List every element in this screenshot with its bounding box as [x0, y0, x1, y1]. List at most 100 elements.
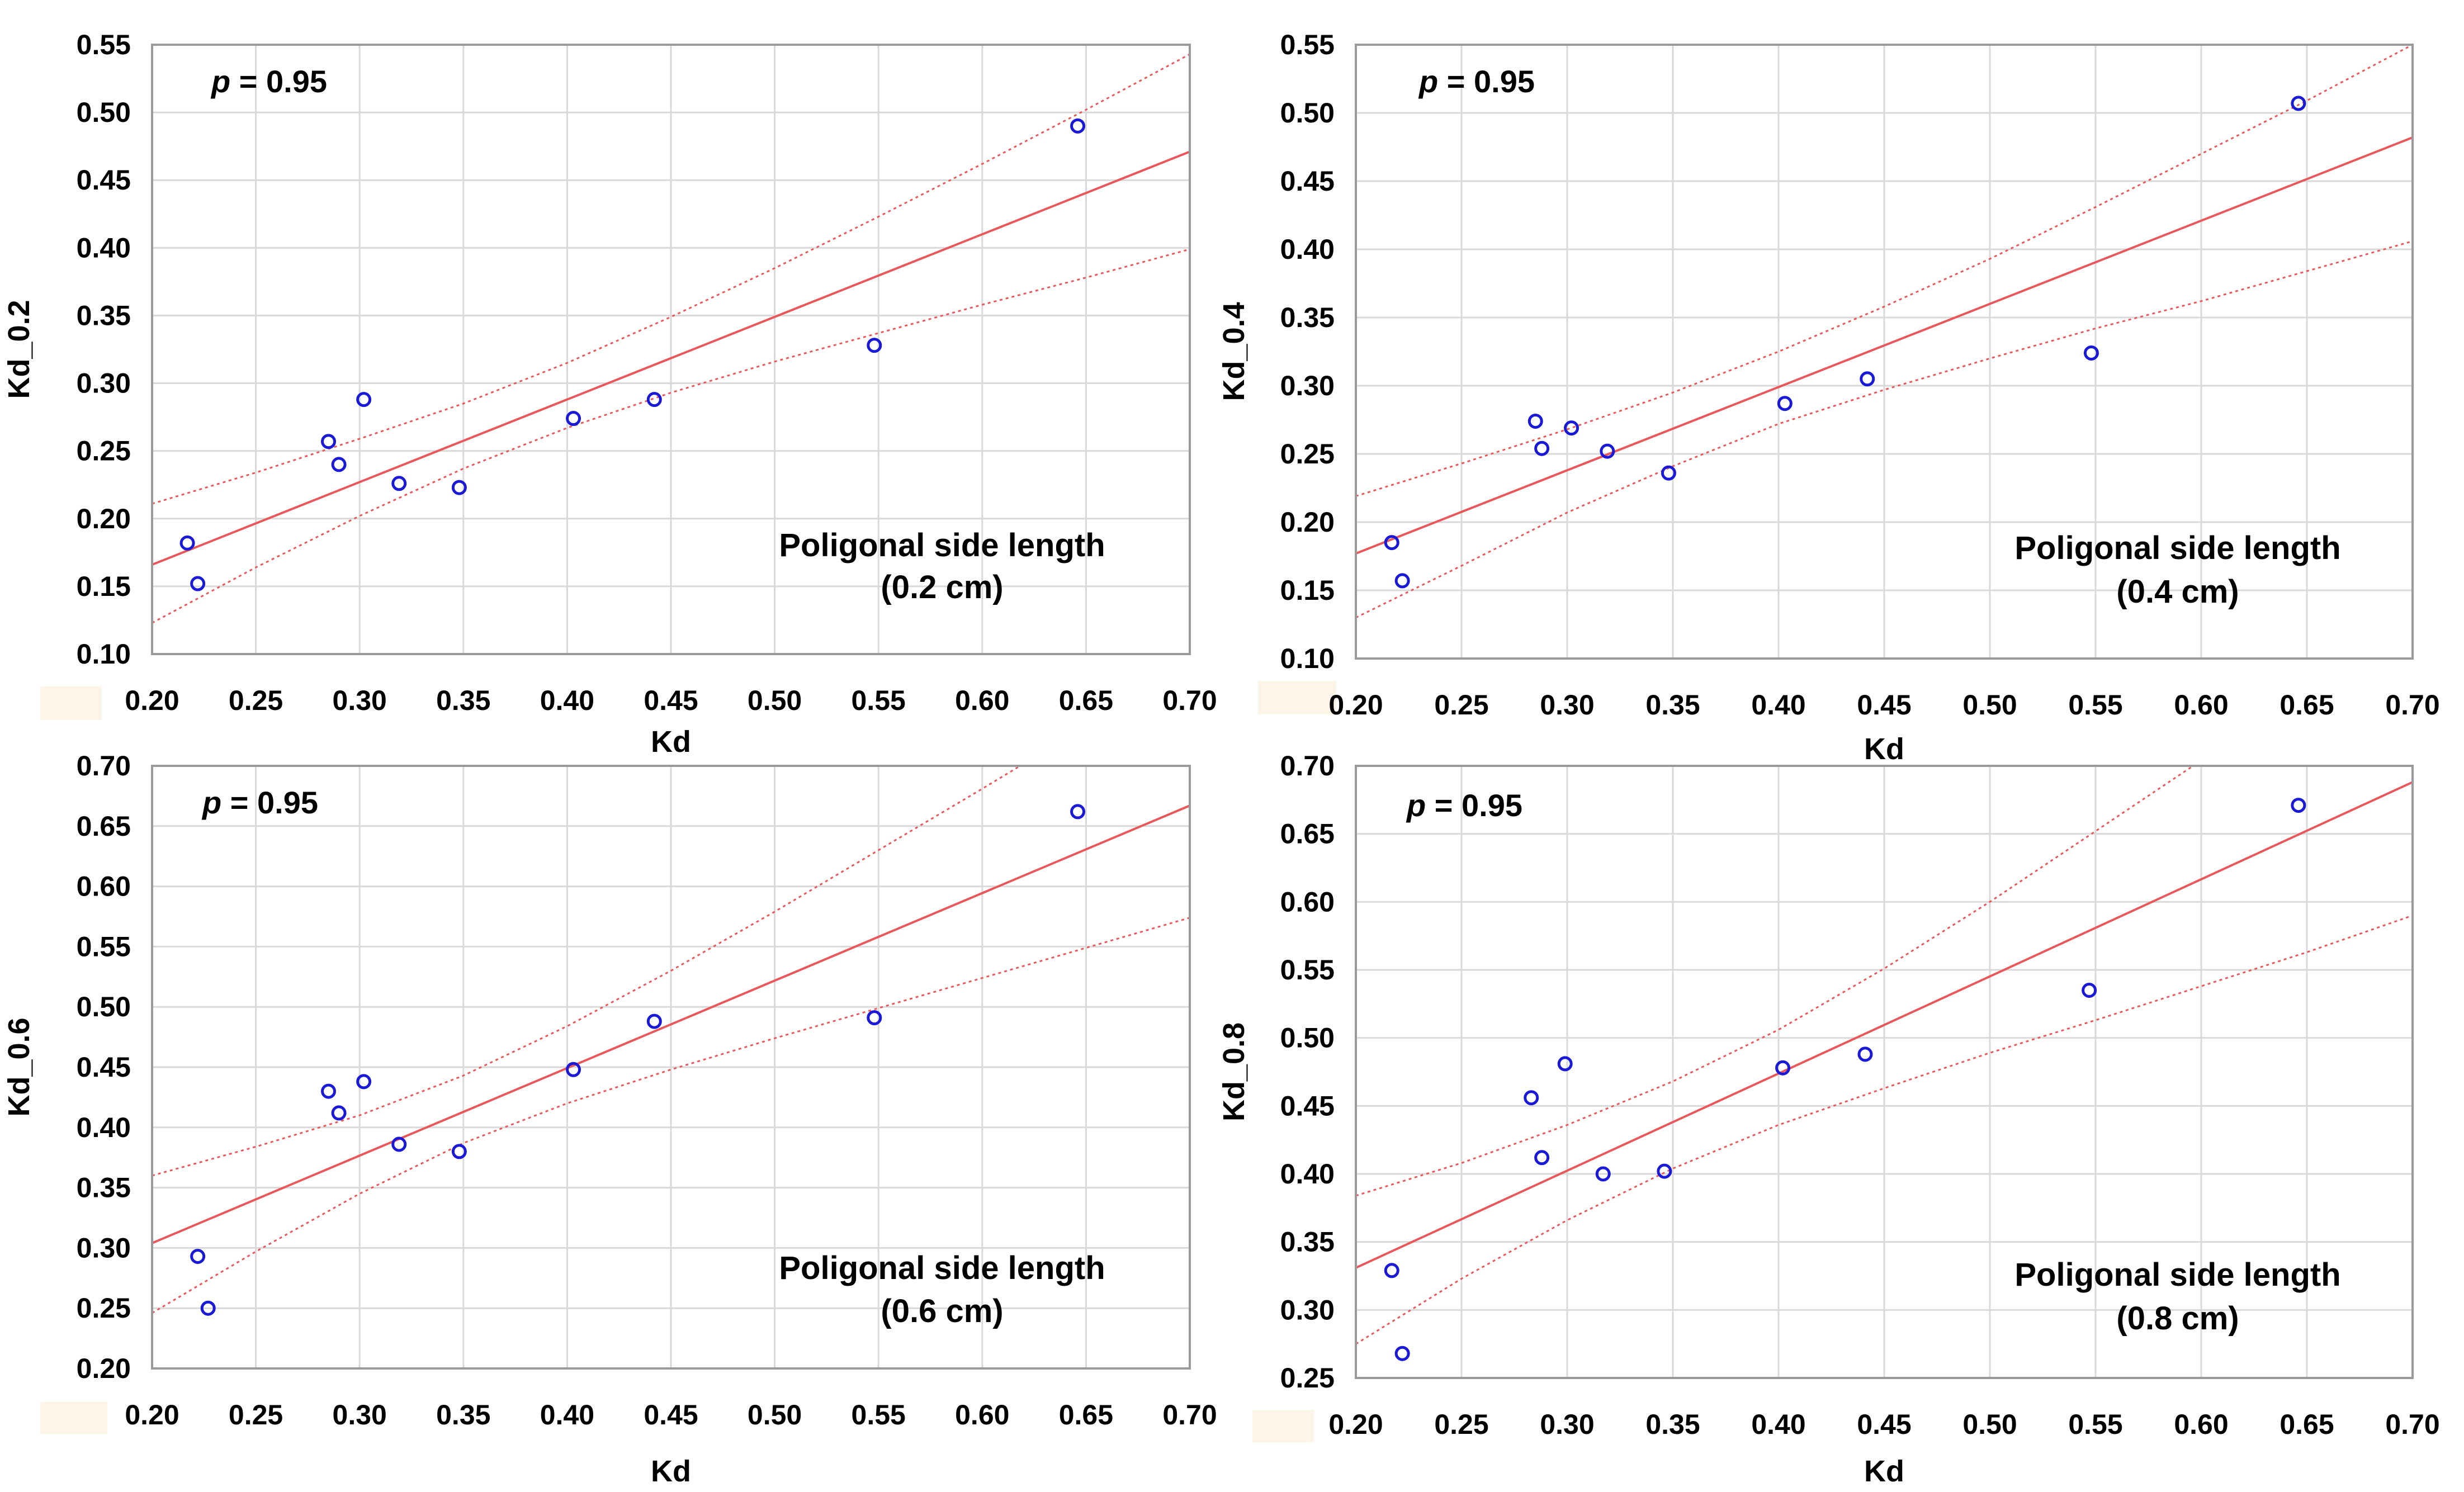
data-point [321, 434, 337, 449]
x-tick-label: 0.60 [2174, 689, 2228, 721]
p-symbol: p [201, 785, 221, 820]
annotation-subtitle: (0.6 cm) [881, 1293, 1003, 1329]
plot-frame [151, 44, 1191, 655]
p-symbol: p [1406, 788, 1426, 823]
x-tick-label: 0.35 [1645, 1409, 1700, 1440]
p-value-text: = 0.95 [1438, 64, 1535, 99]
x-tick-label: 0.20 [125, 685, 179, 716]
data-point [331, 1105, 347, 1121]
y-tick-label: 0.45 [77, 164, 131, 196]
data-point [1557, 1056, 1573, 1072]
chart-kd-0-8: 0.20 0.25 0.30 0.35 0.40 0.45 0.50 0.55 0.60 0.65… [1217, 750, 2440, 1488]
data-point [566, 1062, 581, 1077]
data-point [1600, 443, 1615, 459]
x-tick-label: 0.40 [540, 1399, 594, 1431]
x-tick-label: 0.30 [1540, 689, 1594, 721]
x-tick-label: 0.25 [1434, 689, 1488, 721]
x-tick-label: 0.45 [1857, 1409, 1911, 1440]
x-tick-label: 0.35 [436, 1399, 490, 1431]
y-tick-label: 0.20 [77, 1353, 131, 1384]
x-tick-label: 0.70 [2385, 689, 2439, 721]
data-point [867, 1010, 882, 1026]
data-point [1777, 396, 1793, 411]
x-tick-label: 0.50 [748, 1399, 802, 1431]
y-tick-label: 0.55 [77, 931, 131, 962]
plot-frame [151, 765, 1191, 1370]
p-symbol: p [210, 64, 230, 99]
x-tick-label: 0.55 [852, 1399, 906, 1431]
data-point [2291, 798, 2306, 813]
confidence-band-lower [1356, 240, 2413, 619]
y-tick-label: 0.65 [77, 811, 131, 842]
confidence-band-lower [152, 917, 1190, 1314]
y-tick-label: 0.35 [77, 300, 131, 331]
confidence-band-upper [1356, 45, 2413, 498]
data-point [391, 476, 407, 491]
x-tick-label: 0.20 [1328, 1409, 1383, 1440]
data-point [190, 576, 206, 591]
data-point [1384, 535, 1399, 551]
x-tick-label: 0.25 [229, 1399, 283, 1431]
chart-kd-0-2: 0.20 0.25 0.30 0.35 0.40 0.45 0.50 0.55 0.60 0.65… [2, 29, 1217, 759]
data-point [1070, 804, 1086, 820]
y-tick-label: 0.50 [1280, 1022, 1335, 1054]
y-tick-label: 0.30 [77, 1232, 131, 1263]
margin-patch [1258, 681, 1336, 714]
p-value-label: p = 0.95 [1418, 64, 1535, 99]
x-tick-label: 0.65 [2279, 689, 2334, 721]
y-tick-label: 0.65 [1280, 818, 1335, 850]
p-value-text: = 0.95 [230, 64, 327, 99]
x-tick-label: 0.30 [333, 685, 387, 716]
data-point [646, 1013, 662, 1029]
annotation-title: Poligonal side length [2014, 530, 2340, 566]
y-tick-label: 0.45 [1280, 165, 1335, 197]
p-value-label: p = 0.95 [201, 785, 318, 820]
x-tick-label: 0.20 [1328, 689, 1383, 721]
y-tick-label: 0.50 [77, 991, 131, 1022]
y-tick-label: 0.50 [1280, 97, 1335, 129]
y-tick-label: 0.20 [1280, 506, 1335, 538]
x-tick-label: 0.25 [229, 685, 283, 716]
x-axis-title: Kd [651, 1455, 691, 1488]
data-point [2291, 96, 2306, 111]
data-point [1564, 420, 1579, 436]
y-tick-label: 0.55 [1280, 954, 1335, 986]
data-point [356, 1074, 372, 1090]
x-tick-label: 0.55 [2068, 689, 2122, 721]
x-tick-label: 0.60 [955, 685, 1009, 716]
plot-frame [1355, 765, 2414, 1379]
x-tick-label: 0.65 [1059, 685, 1113, 716]
data-point [646, 392, 662, 408]
x-tick-label: 0.55 [2068, 1409, 2122, 1440]
x-axis-title: Kd [1864, 732, 1904, 766]
data-point [200, 1300, 216, 1316]
x-tick-label: 0.35 [436, 685, 490, 716]
data-point [1070, 118, 1086, 134]
annotation-subtitle: (0.2 cm) [881, 569, 1003, 605]
x-tick-label: 0.45 [644, 1399, 698, 1431]
y-tick-label: 0.40 [1280, 1158, 1335, 1190]
data-point [1527, 413, 1543, 429]
x-tick-label: 0.45 [644, 685, 698, 716]
x-tick-label: 0.40 [540, 685, 594, 716]
data-point [1595, 1166, 1611, 1182]
data-point [1534, 1150, 1550, 1166]
data-point [1860, 371, 1875, 387]
data-point [321, 1083, 337, 1099]
y-tick-label: 0.10 [1280, 643, 1335, 674]
data-point [2083, 345, 2099, 361]
regression-line [1356, 136, 2413, 555]
y-tick-label: 0.10 [77, 638, 131, 670]
data-point [1384, 1263, 1399, 1278]
data-point [331, 457, 347, 472]
y-tick-label: 0.50 [77, 97, 131, 128]
annotation-title: Poligonal side length [779, 1250, 1105, 1286]
y-axis-title: Kd_0.4 [1217, 302, 1251, 401]
y-tick-label: 0.30 [77, 368, 131, 399]
y-tick-label: 0.15 [77, 571, 131, 602]
margin-patch [1252, 1410, 1314, 1442]
regression-line [152, 804, 1190, 1244]
x-tick-label: 0.45 [1857, 689, 1911, 721]
y-tick-label: 0.25 [77, 435, 131, 467]
p-value-label: p = 0.95 [1406, 788, 1522, 823]
